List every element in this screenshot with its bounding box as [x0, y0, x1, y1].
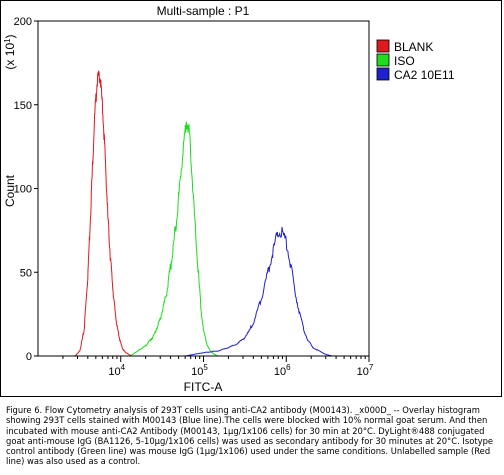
series-line-ca2-10e11 — [185, 226, 338, 357]
x-axis-ticks: 104 106 107 105 — [62, 356, 374, 378]
histogram-series — [74, 70, 338, 357]
y-axis-label: Count — [3, 174, 17, 207]
x-tick-label: 106 — [274, 363, 291, 378]
legend-swatch — [376, 39, 390, 53]
figure-caption: Figure 6. Flow Cytometry analysis of 293… — [6, 405, 494, 467]
y-axis-ticks: 0 50 100 150 200 — [14, 16, 38, 363]
x-tick-label: 104 — [108, 363, 125, 378]
x-tick-label-partial: 105 — [191, 363, 208, 378]
y-tick-label: 150 — [14, 100, 32, 112]
series-line-blank — [74, 70, 132, 357]
x-axis-label: FITC-A — [184, 380, 223, 394]
legend-label: BLANK — [394, 40, 433, 54]
legend-swatch — [376, 53, 390, 67]
y-tick-label: 200 — [14, 16, 32, 28]
legend-label: CA2 10E11 — [394, 68, 455, 82]
series-line-iso — [129, 120, 219, 357]
y-multiplier-exponent: 1 — [3, 38, 12, 43]
y-tick-label: 0 — [26, 351, 32, 363]
x-tick-label: 107 — [357, 363, 374, 378]
y-tick-label: 100 — [14, 184, 32, 196]
y-multiplier-label: (x 101) — [3, 34, 17, 69]
flow-cytometry-histogram: Multi-sample : P1 (x 101) Count FITC-A 0… — [3, 4, 455, 394]
plot-area-border — [37, 20, 370, 357]
figure-frame — [0, 0, 502, 397]
chart-title: Multi-sample : P1 — [157, 4, 250, 18]
y-tick-label: 50 — [20, 267, 32, 279]
legend-swatch — [376, 67, 390, 81]
legend-label: ISO — [394, 54, 415, 68]
